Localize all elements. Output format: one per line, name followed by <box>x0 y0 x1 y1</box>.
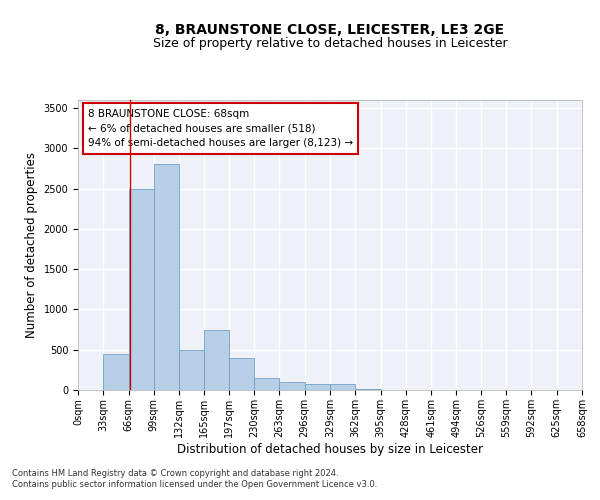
Bar <box>154 164 179 390</box>
Text: 8 BRAUNSTONE CLOSE: 68sqm
← 6% of detached houses are smaller (518)
94% of semi-: 8 BRAUNSTONE CLOSE: 68sqm ← 6% of detach… <box>88 108 353 148</box>
Bar <box>179 350 205 390</box>
Y-axis label: Number of detached properties: Number of detached properties <box>25 152 38 338</box>
Text: Size of property relative to detached houses in Leicester: Size of property relative to detached ho… <box>152 38 508 51</box>
Bar <box>128 188 154 390</box>
Bar <box>355 389 380 390</box>
Bar <box>305 384 330 390</box>
Text: Contains public sector information licensed under the Open Government Licence v3: Contains public sector information licen… <box>12 480 377 489</box>
Text: Contains HM Land Registry data © Crown copyright and database right 2024.: Contains HM Land Registry data © Crown c… <box>12 468 338 477</box>
Bar <box>280 382 305 390</box>
Bar <box>229 358 254 390</box>
Bar <box>205 330 229 390</box>
X-axis label: Distribution of detached houses by size in Leicester: Distribution of detached houses by size … <box>177 442 483 456</box>
Bar <box>103 354 128 390</box>
Bar <box>254 378 280 390</box>
Text: 8, BRAUNSTONE CLOSE, LEICESTER, LE3 2GE: 8, BRAUNSTONE CLOSE, LEICESTER, LE3 2GE <box>155 22 505 36</box>
Bar <box>330 384 355 390</box>
